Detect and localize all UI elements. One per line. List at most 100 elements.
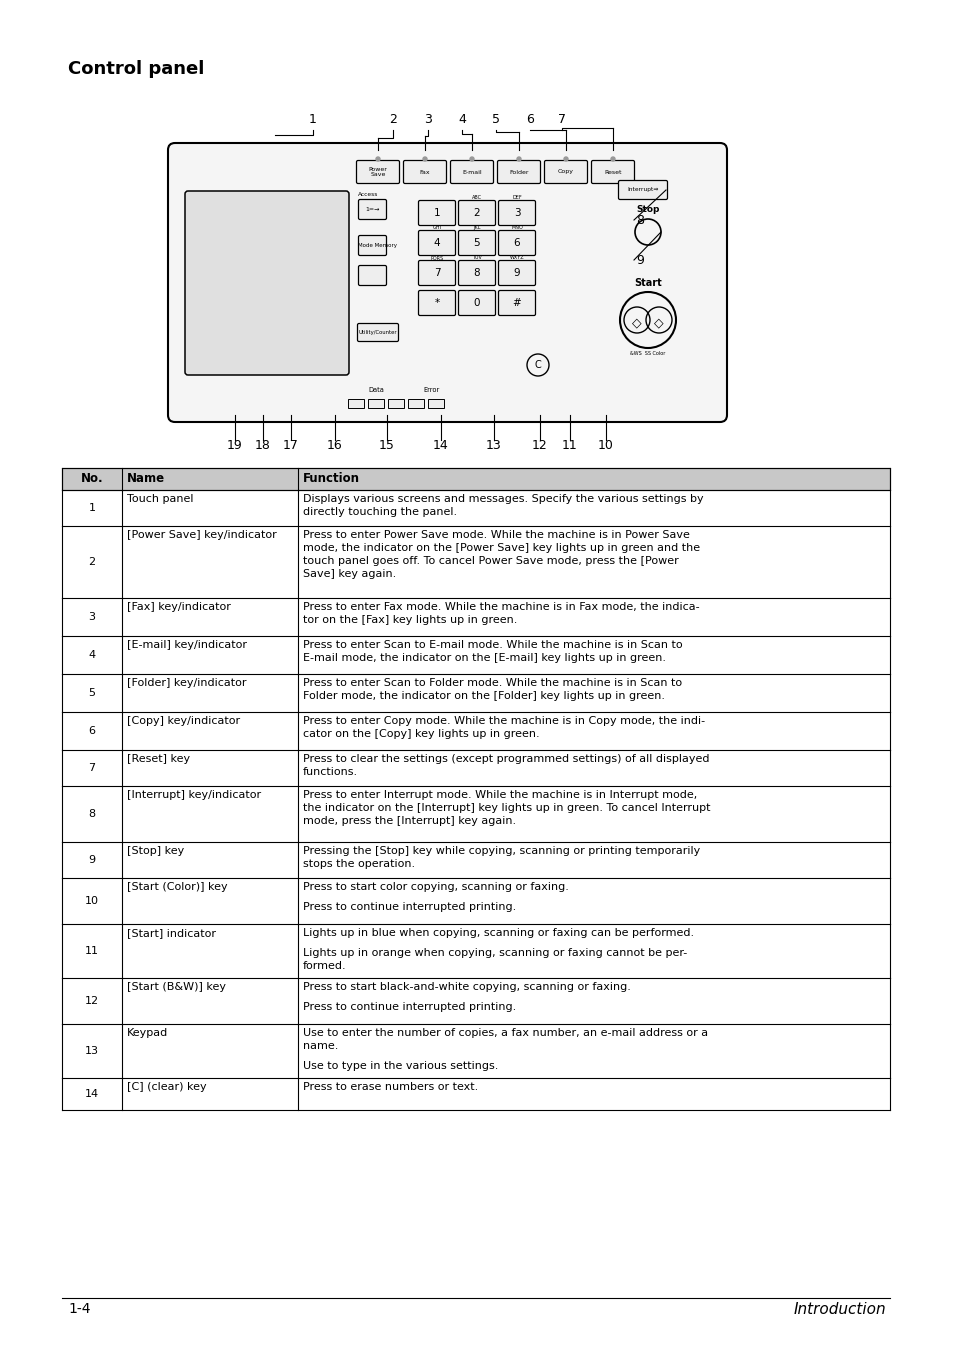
FancyBboxPatch shape <box>458 261 495 285</box>
Text: Folder mode, the indicator on the [Folder] key lights up in green.: Folder mode, the indicator on the [Folde… <box>303 691 664 701</box>
Text: &WS  SS Color: &WS SS Color <box>630 351 665 356</box>
Text: 13: 13 <box>85 1046 99 1056</box>
Text: 1: 1 <box>89 504 95 513</box>
Text: Lights up in blue when copying, scanning or faxing can be performed.: Lights up in blue when copying, scanning… <box>303 927 694 938</box>
FancyBboxPatch shape <box>418 231 455 255</box>
Text: Stop: Stop <box>636 205 659 215</box>
Text: 4: 4 <box>89 649 95 660</box>
Text: 15: 15 <box>378 439 395 452</box>
FancyBboxPatch shape <box>168 143 726 423</box>
Text: [Reset] key: [Reset] key <box>127 755 190 764</box>
Text: 7: 7 <box>89 763 95 774</box>
Text: Press to enter Scan to E-mail mode. While the machine is in Scan to: Press to enter Scan to E-mail mode. Whil… <box>303 640 682 649</box>
Text: ◇: ◇ <box>632 316 641 329</box>
Text: [Power Save] key/indicator: [Power Save] key/indicator <box>127 531 276 540</box>
Text: Utility/Counter: Utility/Counter <box>358 329 396 335</box>
Text: DEF: DEF <box>512 194 521 200</box>
Text: Folder: Folder <box>509 170 528 174</box>
Text: Start: Start <box>634 278 661 288</box>
Text: 2: 2 <box>389 113 396 126</box>
Text: 10: 10 <box>598 439 614 452</box>
Circle shape <box>563 157 567 161</box>
Text: 18: 18 <box>254 439 271 452</box>
Text: 10: 10 <box>85 896 99 906</box>
Text: cator on the [Copy] key lights up in green.: cator on the [Copy] key lights up in gre… <box>303 729 539 738</box>
FancyBboxPatch shape <box>358 235 386 255</box>
Text: Press to continue interrupted printing.: Press to continue interrupted printing. <box>303 1002 516 1012</box>
Text: 2: 2 <box>89 558 95 567</box>
Text: [Folder] key/indicator: [Folder] key/indicator <box>127 678 246 688</box>
FancyBboxPatch shape <box>544 161 587 184</box>
Text: [Interrupt] key/indicator: [Interrupt] key/indicator <box>127 790 261 801</box>
Text: Copy: Copy <box>558 170 574 174</box>
Text: Press to enter Copy mode. While the machine is in Copy mode, the indi-: Press to enter Copy mode. While the mach… <box>303 716 704 726</box>
Text: functions.: functions. <box>303 767 357 778</box>
FancyBboxPatch shape <box>498 231 535 255</box>
Text: [Start] indicator: [Start] indicator <box>127 927 215 938</box>
Text: [E-mail] key/indicator: [E-mail] key/indicator <box>127 640 247 649</box>
Text: Data: Data <box>368 387 383 393</box>
FancyBboxPatch shape <box>498 201 535 225</box>
Text: Press to enter Fax mode. While the machine is in Fax mode, the indica-: Press to enter Fax mode. While the machi… <box>303 602 699 612</box>
Text: 9: 9 <box>636 254 643 266</box>
Text: [Copy] key/indicator: [Copy] key/indicator <box>127 716 240 726</box>
Bar <box>428 400 443 408</box>
Text: E-mail mode, the indicator on the [E-mail] key lights up in green.: E-mail mode, the indicator on the [E-mai… <box>303 653 665 663</box>
Text: 3: 3 <box>513 208 519 217</box>
Text: Access: Access <box>357 192 378 197</box>
Text: Press to start color copying, scanning or faxing.: Press to start color copying, scanning o… <box>303 882 568 892</box>
Text: Function: Function <box>303 472 359 486</box>
Text: 16: 16 <box>327 439 342 452</box>
Text: 6: 6 <box>525 113 534 126</box>
Bar <box>348 400 364 408</box>
Text: C: C <box>534 360 540 370</box>
Text: 8: 8 <box>636 213 643 227</box>
Text: 9: 9 <box>89 855 95 865</box>
FancyBboxPatch shape <box>618 181 667 200</box>
Circle shape <box>517 157 520 161</box>
Text: [C] (clear) key: [C] (clear) key <box>127 1081 207 1092</box>
FancyBboxPatch shape <box>450 161 493 184</box>
Text: TUV: TUV <box>472 255 481 261</box>
Text: stops the operation.: stops the operation. <box>303 859 415 869</box>
Text: 1=→: 1=→ <box>365 207 379 212</box>
Text: 17: 17 <box>283 439 298 452</box>
Text: Save] key again.: Save] key again. <box>303 568 395 579</box>
Text: JKL: JKL <box>473 225 480 230</box>
Bar <box>62 468 889 490</box>
Circle shape <box>470 157 474 161</box>
Text: 3: 3 <box>424 113 432 126</box>
Text: MNO: MNO <box>511 225 522 230</box>
FancyBboxPatch shape <box>458 290 495 316</box>
Text: WXYZ: WXYZ <box>509 255 524 261</box>
Text: Press to start black-and-white copying, scanning or faxing.: Press to start black-and-white copying, … <box>303 981 630 992</box>
Text: the indicator on the [Interrupt] key lights up in green. To cancel Interrupt: the indicator on the [Interrupt] key lig… <box>303 803 710 813</box>
Text: 8: 8 <box>474 269 479 278</box>
Text: 4: 4 <box>457 113 465 126</box>
Text: Press to enter Interrupt mode. While the machine is in Interrupt mode,: Press to enter Interrupt mode. While the… <box>303 790 697 801</box>
Text: 5: 5 <box>492 113 499 126</box>
Text: 5: 5 <box>474 238 479 248</box>
FancyBboxPatch shape <box>358 266 386 285</box>
Text: #: # <box>512 298 521 308</box>
Text: mode, press the [Interrupt] key again.: mode, press the [Interrupt] key again. <box>303 815 516 826</box>
FancyBboxPatch shape <box>418 201 455 225</box>
Text: Introduction: Introduction <box>793 1301 885 1318</box>
Circle shape <box>375 157 379 161</box>
Text: 4: 4 <box>434 238 440 248</box>
FancyBboxPatch shape <box>357 324 398 342</box>
Text: Fax: Fax <box>419 170 430 174</box>
Text: E-mail: E-mail <box>461 170 481 174</box>
FancyBboxPatch shape <box>458 201 495 225</box>
Text: Error: Error <box>423 387 439 393</box>
Text: Use to type in the various settings.: Use to type in the various settings. <box>303 1061 497 1071</box>
FancyBboxPatch shape <box>403 161 446 184</box>
Text: *: * <box>434 298 439 308</box>
Text: Press to erase numbers or text.: Press to erase numbers or text. <box>303 1081 477 1092</box>
Circle shape <box>422 157 427 161</box>
FancyBboxPatch shape <box>591 161 634 184</box>
FancyBboxPatch shape <box>185 190 349 375</box>
Text: Mode Memory: Mode Memory <box>357 243 396 247</box>
Text: Control panel: Control panel <box>68 59 204 78</box>
Text: PQRS: PQRS <box>430 255 443 261</box>
